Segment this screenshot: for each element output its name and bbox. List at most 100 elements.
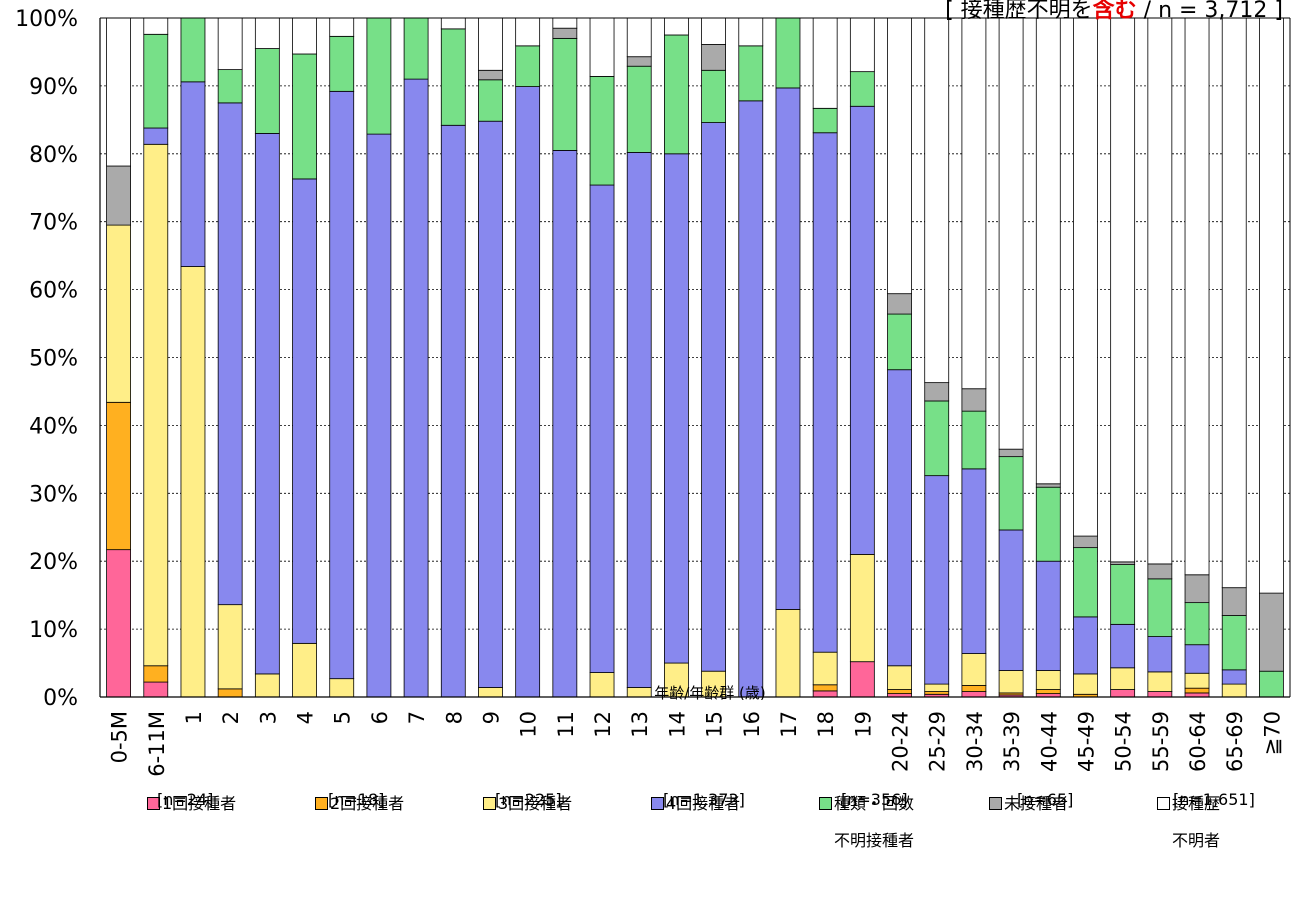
bar-segment	[329, 678, 355, 698]
bar-segment	[887, 293, 912, 315]
x-tick-label: 14	[665, 711, 689, 738]
bar-segment	[924, 17, 950, 384]
bar-segment	[1147, 17, 1173, 565]
bar-segment	[812, 107, 838, 134]
x-tick-label: 6-11M	[145, 711, 169, 777]
x-tick-label: 18	[814, 711, 838, 738]
bar-segment	[849, 105, 875, 555]
bar-segment	[812, 132, 838, 653]
x-tick-label: 5	[331, 711, 355, 724]
bar-segment	[552, 27, 578, 39]
bar-segment	[1035, 670, 1061, 690]
bar-segment	[143, 33, 169, 129]
bar-segment	[961, 685, 987, 692]
bar-segment	[998, 529, 1024, 671]
bar-segment	[701, 122, 726, 672]
bar-segment	[1035, 486, 1061, 562]
bar-segment	[366, 133, 392, 698]
y-tick-label: 90%	[29, 75, 78, 100]
legend-count: [n=18]	[328, 790, 385, 809]
bar-segment	[1184, 574, 1210, 604]
bar-segment	[961, 410, 987, 470]
note-highlight: 含む	[1092, 0, 1137, 23]
x-tick-label: 10	[517, 711, 541, 738]
bar-segment	[292, 642, 317, 698]
bar-segment	[1221, 615, 1247, 671]
stacked-bar-chart: 0% 10% 20% 30% 40% 50% 60% 70% 80% 90% 100% 0-5M 6-1…	[15, 7, 1291, 777]
bar-segment	[1110, 564, 1136, 625]
bar-segment	[589, 17, 615, 77]
bar-segment	[849, 554, 875, 663]
x-tick-label: 16	[740, 711, 764, 738]
bar-segment	[1073, 673, 1098, 695]
bar-segment	[626, 152, 652, 688]
bar-segment	[738, 45, 764, 102]
bar-segment	[1147, 636, 1173, 673]
x-tick-label: 20-24	[889, 711, 913, 772]
bar-segment	[626, 17, 652, 58]
bar-segment	[143, 681, 169, 698]
x-tick-label: 45-49	[1074, 711, 1098, 772]
bar-segment	[366, 17, 392, 135]
x-tick-label: 13	[628, 711, 652, 738]
legend-swatch	[147, 797, 160, 810]
bar-segment	[1110, 689, 1136, 698]
legend-label-line2: 不明接種者	[834, 831, 915, 850]
bar-segment	[1035, 483, 1061, 488]
bar-segment	[217, 69, 243, 104]
bar-segment	[775, 17, 801, 89]
bar-segment	[701, 44, 726, 71]
bar-segment	[589, 184, 615, 673]
bar-segment	[664, 153, 689, 664]
bar-segment	[701, 69, 726, 123]
legend-entry: 4回接種者	[651, 790, 851, 814]
bar-segment	[1259, 670, 1284, 698]
legend-label: 4回接種者	[666, 794, 741, 813]
bar-segment	[924, 475, 950, 685]
bar-segment	[292, 53, 317, 180]
bar-segment	[1184, 602, 1210, 646]
legend-entry: 未接種者	[989, 790, 1189, 814]
y-tick-label: 80%	[29, 143, 78, 168]
y-tick-label: 70%	[29, 211, 78, 236]
bar-segment	[738, 100, 764, 698]
bar-segment	[961, 388, 987, 412]
bar-segment	[1147, 691, 1173, 698]
bar-segment	[254, 133, 280, 675]
bar-segment	[924, 691, 950, 695]
legend-count: [n=65]	[1017, 790, 1074, 809]
legend-entry: 種類・回数不明接種者	[819, 790, 1019, 851]
bar-segment	[1259, 592, 1284, 672]
x-tick-label: 12	[591, 711, 615, 738]
legend-entry: 3回接種者	[483, 790, 683, 814]
x-tick-label: 0-5M	[108, 711, 132, 763]
bar-segment	[626, 65, 652, 153]
legend-label: 種類・回数	[834, 794, 915, 813]
bar-segment	[812, 651, 838, 686]
bar-segment	[1221, 17, 1247, 589]
x-tick-label: 65-69	[1223, 711, 1247, 772]
legend-entry: 2回接種者	[315, 790, 515, 814]
x-tick-label: 60-64	[1186, 711, 1210, 772]
bar-segment	[924, 683, 950, 692]
bar-segment	[998, 448, 1024, 458]
legend-count: [n=225]	[495, 790, 562, 809]
bar-segment	[1147, 578, 1173, 637]
bar-segment	[589, 672, 615, 698]
legend-label: 未接種者	[1004, 794, 1069, 813]
legend-swatch	[1157, 797, 1170, 810]
legend: 1回接種者 [n=24] 2回接種者 [n=18] 3回接種者 [n=225] 4回接種者[…	[0, 790, 1293, 920]
legend-label: 2回接種者	[330, 794, 405, 813]
legend-swatch	[989, 797, 1002, 810]
bar-segment	[775, 87, 801, 610]
bar-segment	[961, 468, 987, 654]
bar-segment	[1035, 17, 1061, 485]
bar-segment	[1073, 535, 1098, 549]
legend-count: [n=24]	[157, 790, 214, 809]
bar-segment	[1110, 623, 1136, 669]
bar-segment	[1035, 560, 1061, 671]
bar-segment	[887, 313, 912, 371]
bar-segment	[515, 45, 541, 87]
bar-segment	[254, 17, 280, 49]
legend-label-line2: 不明者	[1172, 831, 1221, 850]
